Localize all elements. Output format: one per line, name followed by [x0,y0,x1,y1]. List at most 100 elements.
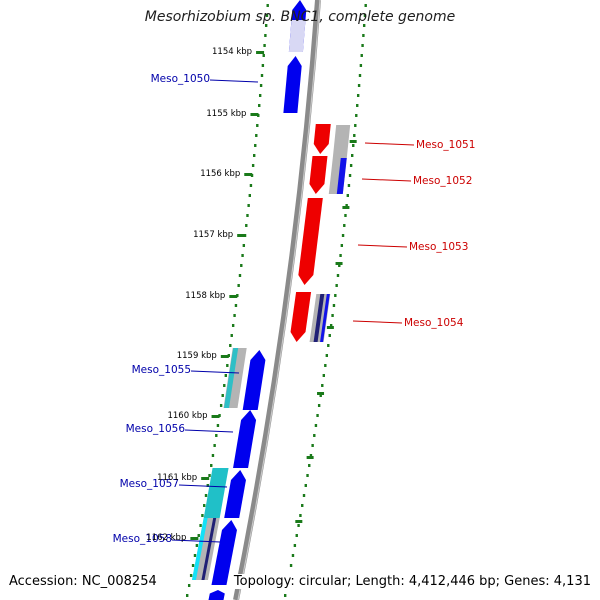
scale-tick [237,234,246,237]
left-track-dot [248,194,252,197]
right-track-dot [362,24,366,27]
left-track-dot [258,104,261,107]
minor-tick [342,206,350,209]
scale-tick [229,295,238,298]
right-track-dot [351,154,354,157]
left-track-dot [216,424,220,427]
left-track-dot [261,64,265,67]
left-track-dot [241,254,244,257]
scale-tick [256,51,265,54]
right-track-dot [309,454,313,457]
minus-strand-gene [313,124,331,154]
plus-strand-gene [224,470,246,518]
left-track-dot [224,374,228,377]
right-track-dot [308,464,311,467]
right-track-dot [346,194,350,197]
gene-labels: Meso_1050 Meso_1055 Meso_1056 Meso_1057 Meso… [113,73,476,545]
right-track-dot [336,274,340,277]
left-track-dot [262,54,265,57]
left-track-dot [266,4,269,7]
scale-label: 1162 kbp [146,533,186,543]
left-track-dot [231,324,235,327]
right-track-dot [340,244,344,247]
gene-label-minus: Meso_1052 [413,175,472,187]
scale-tick [244,173,253,176]
left-track-dot [247,204,250,207]
gene-label-plus: Meso_1055 [132,364,191,376]
right-track-dot [354,124,357,127]
left-track-dot [234,304,238,307]
scale-ticks [190,51,357,540]
gene-label-minus: Meso_1054 [404,317,464,329]
minor-tick [326,326,334,329]
right-track-dot [313,434,316,437]
left-track-dot [242,244,246,247]
scale-label: 1161 kbp [157,473,197,483]
minus-strand-gene [290,292,312,342]
right-track-dot [304,484,307,487]
accession-label: Accession: NC_008254 [9,574,157,589]
gene-label-minus: Meso_1051 [416,139,475,151]
label-leader-line [361,178,412,182]
gene-features [191,0,351,600]
right-track-dot [332,304,336,307]
scale-label: 1159 kbp [177,351,217,361]
right-track-dot [283,594,287,597]
genome-backbone [233,0,321,600]
right-track-dot [348,174,352,177]
right-track-dot [289,564,293,567]
right-track-dot [324,364,327,367]
plus-strand-gene [283,56,302,113]
left-track-dot [211,454,215,457]
label-leader-line [209,79,259,83]
left-track-dot [203,504,206,507]
gene-label-plus: Meso_1056 [126,423,186,435]
right-track-dot [306,474,309,477]
feature-band [332,125,351,156]
right-track-dot [325,354,329,357]
right-track-dot [357,84,361,87]
left-track-dot [264,24,268,27]
label-leader-line [357,244,408,248]
plus-strand-gene [242,350,266,410]
right-track-dot [343,224,346,227]
right-track-dot [356,104,359,107]
minor-tick [335,262,343,265]
right-track-dot [319,394,322,397]
right-track-dot [347,184,351,187]
right-track-dot [356,94,360,97]
left-track-dot [221,394,224,397]
feature-stripe [336,158,347,194]
left-track-dot [219,404,223,407]
right-track-dot [345,204,348,207]
left-track-dot [253,154,256,157]
left-track-dot [255,134,258,137]
left-track-dot [195,544,199,547]
scale-label: 1156 kbp [200,169,240,179]
gene-label-minus: Meso_1053 [409,241,468,253]
left-track-dot [264,34,267,37]
scale-tick [250,113,259,116]
scale-label: 1158 kbp [185,291,225,301]
left-track-dot [197,534,200,537]
label-leader-lines [171,79,415,543]
label-leader-line [171,539,221,543]
scale-labels: 1154 kbp 1155 kbp 1156 kbp 1157 kbp 1158 kbp… [146,47,252,543]
gene-label-plus: Meso_1057 [120,478,179,490]
right-track-dot [358,74,362,77]
feature-stripe [224,348,239,408]
left-track-dot [189,574,193,577]
right-track-dot [338,264,341,267]
right-track-dot [316,414,319,417]
plus-strand-gene [211,520,237,585]
scale-tick [190,537,199,540]
left-track-dot [240,264,243,267]
minor-tick [317,392,325,395]
right-track-dot [362,34,365,37]
right-track-dot [295,534,298,537]
left-track-dot [187,584,191,587]
label-leader-line [364,142,415,146]
left-track-dot [201,514,204,517]
